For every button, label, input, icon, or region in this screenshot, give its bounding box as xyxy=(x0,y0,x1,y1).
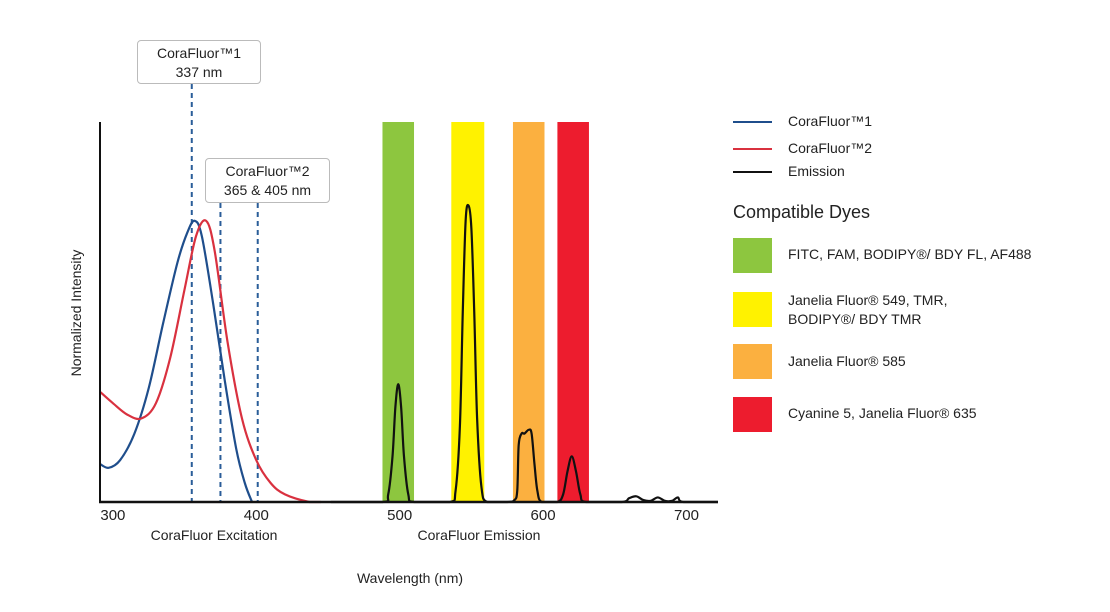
callout-corafluor1: CoraFluor™1 337 nm xyxy=(137,40,261,84)
dye-swatch-yellow xyxy=(733,292,772,327)
dye-swatch-orange xyxy=(733,344,772,379)
x-tick-label: 300 xyxy=(100,507,126,524)
x-tick-label: 500 xyxy=(387,507,413,524)
dye-band-0 xyxy=(382,122,415,502)
dye-label-red: Cyanine 5, Janelia Fluor® 635 xyxy=(788,405,977,421)
legend-line-corafluor2 xyxy=(733,148,772,150)
dye-swatch-green xyxy=(733,238,772,273)
callout-corafluor2: CoraFluor™2 365 & 405 nm xyxy=(205,158,330,203)
x-tick-label: 700 xyxy=(673,507,699,524)
dye-band-2 xyxy=(512,122,545,502)
dye-band-3 xyxy=(557,122,589,502)
y-axis-label: Normalized Intensity xyxy=(68,249,84,377)
callout-title: CoraFluor™1 xyxy=(156,45,242,61)
series-line-emission xyxy=(330,203,718,504)
excitation-section-label: CoraFluor Excitation xyxy=(150,527,278,543)
dye-label-yellow-line1: Janelia Fluor® 549, TMR, xyxy=(788,292,948,308)
dye-label-green: FITC, FAM, BODIPY®/ BDY FL, AF488 xyxy=(788,246,1032,262)
x-axis-label: Wavelength (nm) xyxy=(356,570,464,586)
dye-swatch-red xyxy=(733,397,772,432)
legend-label-corafluor2: CoraFluor™2 xyxy=(788,140,873,156)
x-tick-label: 600 xyxy=(530,507,556,524)
dye-label-yellow-line2: BODIPY®/ BDY TMR xyxy=(788,311,922,327)
callout-wavelength: 365 & 405 nm xyxy=(223,182,312,198)
x-tick-label: 400 xyxy=(243,507,269,524)
callout-title: CoraFluor™2 xyxy=(225,163,310,179)
legend-label-corafluor1: CoraFluor™1 xyxy=(788,113,873,129)
dye-label-orange: Janelia Fluor® 585 xyxy=(788,353,906,369)
emission-section-label: CoraFluor Emission xyxy=(417,527,541,543)
legend-line-emission xyxy=(733,171,772,173)
callout-wavelength: 337 nm xyxy=(175,64,223,80)
legend-line-corafluor1 xyxy=(733,121,772,123)
legend-label-emission: Emission xyxy=(788,163,845,179)
series-line-corafluor-2 xyxy=(99,219,321,504)
dyes-title: Compatible Dyes xyxy=(733,202,871,222)
series-line-corafluor-1 xyxy=(99,219,254,503)
